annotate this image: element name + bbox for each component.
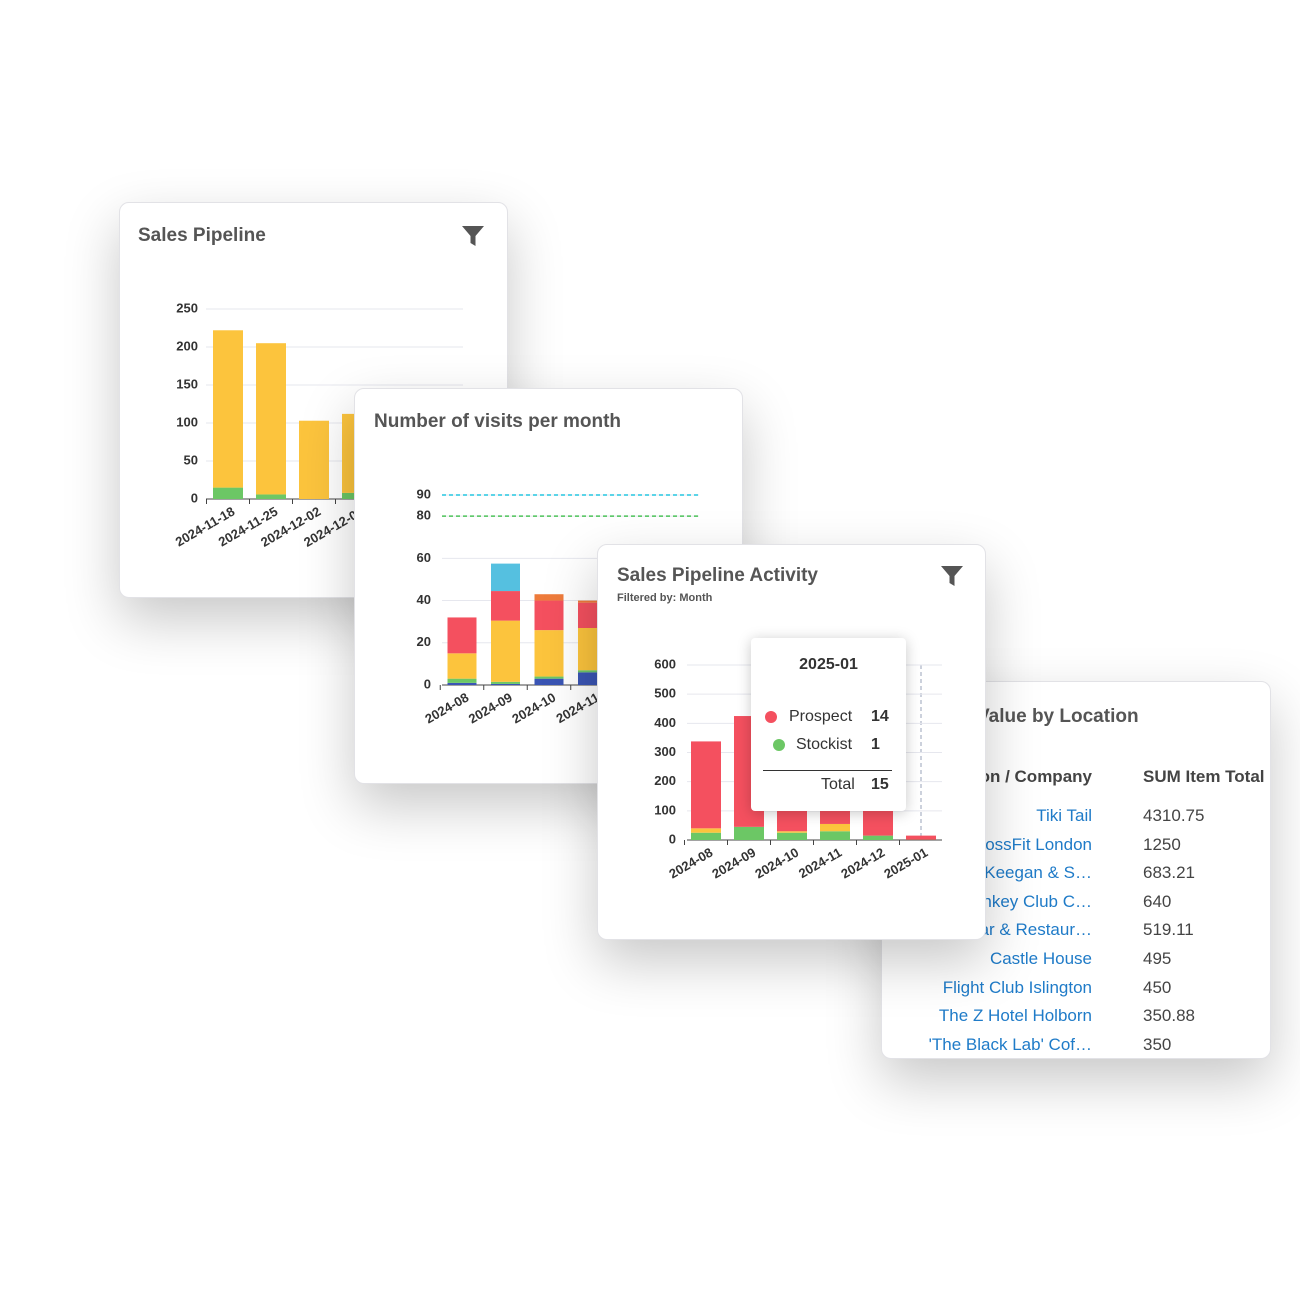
location-link[interactable]: Keegan & S… xyxy=(984,863,1092,883)
legend-dot xyxy=(765,711,777,723)
location-link[interactable]: Tiki Tail xyxy=(1036,806,1092,825)
bar-segment xyxy=(256,494,286,499)
tooltip-value: 1 xyxy=(871,736,880,753)
y-tick-label: 0 xyxy=(191,490,198,505)
bar-segment xyxy=(578,670,607,673)
tooltip-label: Prospect xyxy=(789,708,853,725)
divider xyxy=(763,770,892,771)
value-cell: 450 xyxy=(1143,977,1172,997)
card-title: Number of visits per month xyxy=(374,411,622,432)
y-tick-label: 200 xyxy=(176,338,198,353)
y-tick-label: 300 xyxy=(654,744,676,759)
y-tick-label: 500 xyxy=(654,686,676,701)
value-cell: 350.88 xyxy=(1143,1006,1195,1026)
location-link[interactable]: CrossFit London xyxy=(967,834,1092,854)
x-tick-label: 2024-09 xyxy=(709,845,758,882)
bar-segment xyxy=(447,617,477,654)
bar-segment xyxy=(691,828,721,833)
x-tick-label: 2025-01 xyxy=(881,845,930,882)
tooltip-value: 14 xyxy=(871,708,889,725)
card-title: Sales Pipeline Activity xyxy=(617,565,818,586)
x-tick-label: 2024-10 xyxy=(509,690,558,727)
bar-segment xyxy=(777,832,807,840)
y-tick-label: 400 xyxy=(654,715,676,730)
tooltip-title: 2025-01 xyxy=(799,656,858,673)
bar-segment xyxy=(863,807,893,836)
y-tick-label: 20 xyxy=(417,634,431,649)
bar-segment xyxy=(734,826,764,840)
y-tick-label: 80 xyxy=(417,508,431,523)
bar-segment xyxy=(691,741,721,829)
location-link[interactable]: 'The Black Lab' Cof… xyxy=(928,1034,1092,1054)
value-cell: 519.11 xyxy=(1143,920,1194,940)
value-cell: 495 xyxy=(1143,949,1172,968)
value-cell: 4310.75 xyxy=(1143,806,1205,825)
y-tick-label: 200 xyxy=(654,773,676,788)
location-link[interactable]: The Z Hotel Holborn xyxy=(938,1006,1092,1026)
bar-segment xyxy=(213,487,243,499)
bar-segment xyxy=(578,600,607,603)
bar-segment xyxy=(299,420,329,499)
column-header: SUM Item Total xyxy=(1143,767,1265,786)
y-tick-label: 600 xyxy=(654,656,676,671)
x-tick-label: 2024-12 xyxy=(838,845,887,882)
card-title: Sales Pipeline xyxy=(138,225,266,246)
bar-segment xyxy=(820,823,850,832)
legend-dot xyxy=(773,739,785,751)
value-cell: 1250 xyxy=(1143,834,1181,854)
bar-segment xyxy=(491,591,520,621)
pipeline-activity-card: Sales Pipeline Activity Filtered by: Mon… xyxy=(597,544,986,940)
x-tick-label: 2024-11 xyxy=(796,845,844,881)
filter-icon[interactable] xyxy=(941,566,963,586)
location-link[interactable]: Flight Club Islington xyxy=(942,977,1092,997)
bar-segment xyxy=(863,835,893,840)
location-link[interactable]: Castle House xyxy=(989,949,1092,968)
y-tick-label: 150 xyxy=(176,376,198,391)
card-subtitle: Filtered by: Month xyxy=(617,592,713,604)
y-tick-label: 0 xyxy=(669,831,676,846)
filter-icon[interactable] xyxy=(462,226,484,246)
y-tick-label: 0 xyxy=(424,676,431,691)
value-cell: 350 xyxy=(1143,1034,1172,1054)
bar-segment xyxy=(534,600,564,631)
tooltip: 2025-01 Prospect 14 Stockist 1 Total 15 xyxy=(751,638,906,811)
tooltip-label: Total xyxy=(821,776,855,793)
y-tick-label: 60 xyxy=(417,550,431,565)
x-tick-label: 2024-08 xyxy=(666,845,715,882)
bar-segment xyxy=(820,831,850,840)
bar-segment xyxy=(256,343,286,495)
bar-segment xyxy=(534,594,564,601)
bar-segment xyxy=(447,682,477,685)
value-cell: 640 xyxy=(1143,891,1172,911)
bar-segment xyxy=(491,681,520,684)
y-tick-label: 90 xyxy=(417,486,431,501)
location-link[interactable]: Bar & Restaur… xyxy=(968,920,1092,940)
y-tick-label: 50 xyxy=(184,452,198,467)
bar-segment xyxy=(491,683,520,685)
x-tick-label: 2024-11 xyxy=(554,690,602,726)
bar-segment xyxy=(447,653,477,679)
bar-segment xyxy=(534,630,564,677)
x-tick-label: 2024-08 xyxy=(422,690,471,727)
tooltip-value: 15 xyxy=(871,776,889,793)
y-tick-label: 100 xyxy=(654,802,676,817)
bar-segment xyxy=(777,831,807,833)
bar-segment xyxy=(491,563,520,592)
bar-segment xyxy=(491,620,520,682)
y-tick-label: 250 xyxy=(176,300,198,315)
x-tick-label: 2024-09 xyxy=(466,690,515,727)
tooltip-label: Stockist xyxy=(796,736,853,753)
y-tick-label: 40 xyxy=(417,592,431,607)
location-link[interactable]: Monkey Club C… xyxy=(958,891,1092,911)
value-cell: 683.21 xyxy=(1143,863,1195,883)
x-tick-label: 2024-10 xyxy=(752,845,801,882)
bar-segment xyxy=(534,678,564,685)
bar-segment xyxy=(906,835,936,840)
bar-segment xyxy=(534,676,564,679)
bar-segment xyxy=(447,678,477,683)
bar-segment xyxy=(213,330,243,488)
bar-segment xyxy=(691,832,721,840)
y-tick-label: 100 xyxy=(176,414,198,429)
